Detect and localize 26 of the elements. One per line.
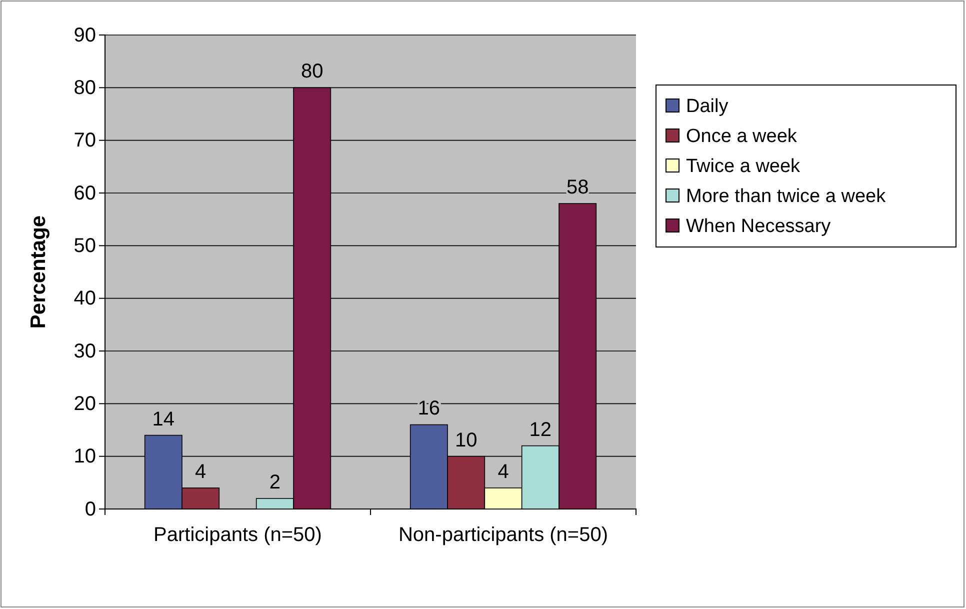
y-tick-label: 50 <box>74 235 96 258</box>
y-tick-label: 40 <box>74 288 96 310</box>
y-tick-label: 70 <box>74 130 96 152</box>
data-label: 2 <box>269 471 280 494</box>
data-label: 10 <box>454 429 478 452</box>
legend-label: More than twice a week <box>686 186 886 207</box>
y-tick-label: 30 <box>74 340 96 362</box>
y-tick-label: 10 <box>74 446 96 468</box>
y-tick-label: 20 <box>74 393 96 416</box>
data-label: 16 <box>418 398 440 420</box>
y-tick-label: 60 <box>74 182 96 204</box>
legend-label: Daily <box>686 96 729 117</box>
legend-label: Once a week <box>686 126 798 147</box>
data-label: 4 <box>498 460 509 483</box>
legend-label: Twice a week <box>686 156 801 177</box>
x-tick-label: Non-participants (n=50) <box>398 524 608 546</box>
y-tick-label: 80 <box>74 77 96 100</box>
data-label: 4 <box>195 460 206 483</box>
x-tick-label: Participants (n=50) <box>154 524 322 546</box>
y-tick-label: 0 <box>84 498 96 520</box>
legend-label: When Necessary <box>686 216 832 237</box>
y-axis-title: Percentage <box>27 215 50 329</box>
y-tick-label: 90 <box>74 24 96 46</box>
data-label: 14 <box>152 408 175 430</box>
data-label: 80 <box>300 60 324 83</box>
data-label: 12 <box>529 418 552 441</box>
